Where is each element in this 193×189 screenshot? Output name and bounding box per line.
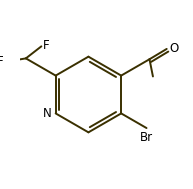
Text: F: F [43, 39, 50, 52]
Text: Br: Br [140, 131, 153, 144]
Text: O: O [169, 42, 179, 55]
Text: F: F [0, 55, 3, 68]
Text: N: N [43, 107, 51, 120]
